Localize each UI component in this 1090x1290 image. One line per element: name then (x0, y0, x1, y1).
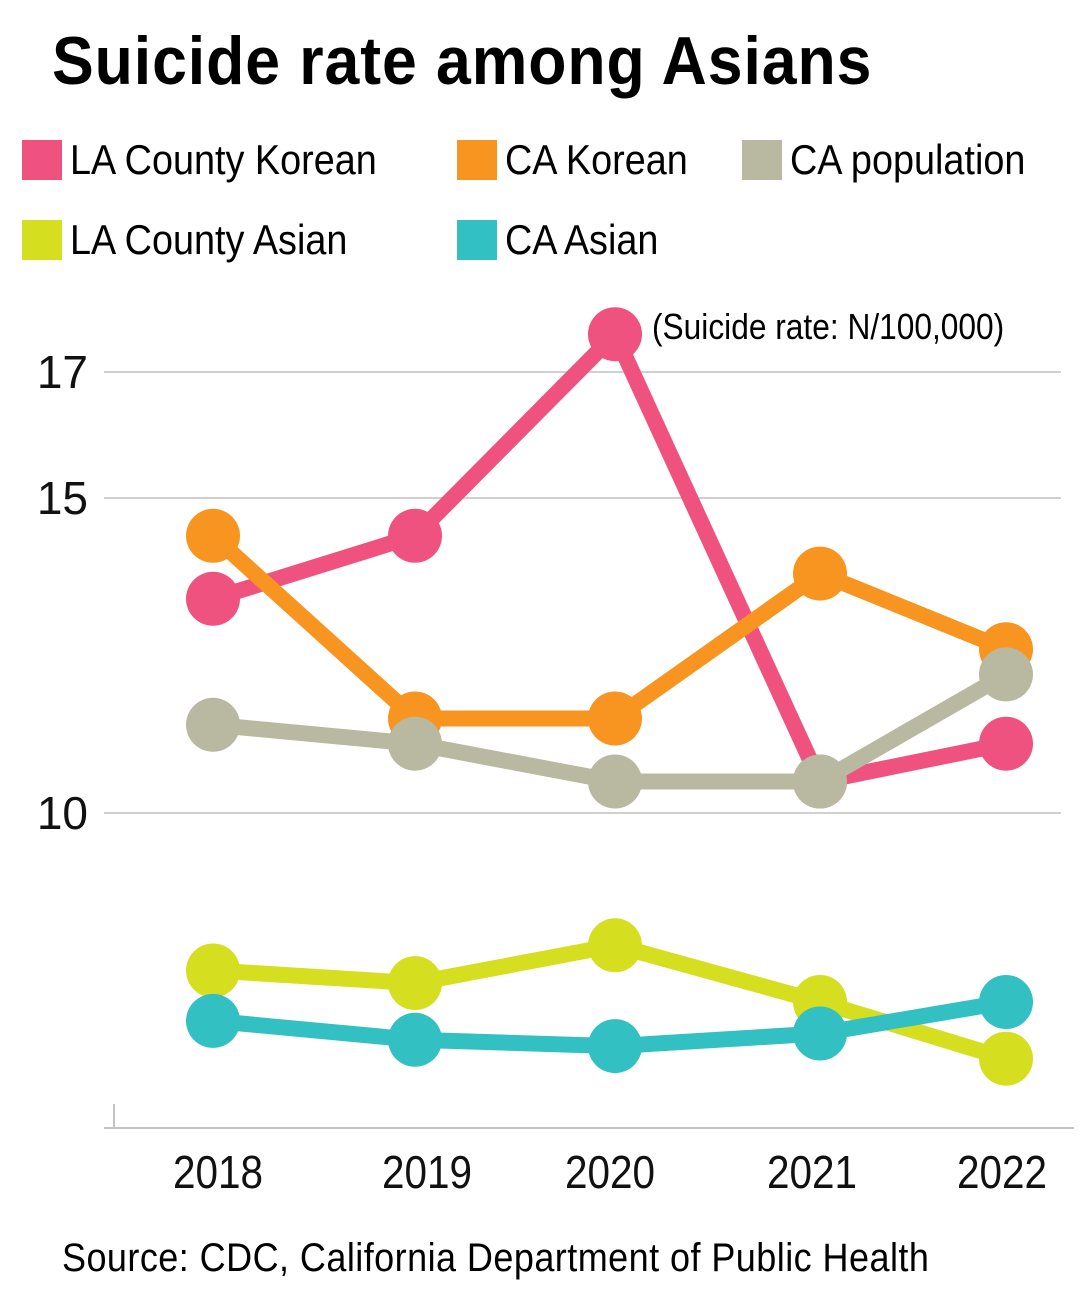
legend-label: CA Asian (505, 216, 659, 263)
data-point (979, 716, 1033, 771)
legend-swatch (22, 140, 62, 180)
data-point (588, 691, 642, 746)
unit-note: (Suicide rate: N/100,000) (652, 306, 1005, 347)
legend-label: LA County Asian (70, 216, 348, 263)
series-ca-korean (186, 508, 1033, 746)
legend-label: CA Korean (505, 136, 688, 183)
x-tick-label: 2019 (382, 1148, 472, 1199)
data-point (979, 647, 1033, 702)
y-tick-label: 10 (37, 787, 88, 839)
y-tick-label: 15 (37, 472, 88, 524)
x-tick-label: 2020 (565, 1148, 655, 1199)
x-tick-label: 2021 (767, 1148, 857, 1199)
legend-label: LA County Korean (70, 136, 377, 183)
data-point (186, 571, 240, 626)
legend-item-ca-korean: CA Korean (457, 136, 708, 184)
source-note: Source: CDC, California Department of Pu… (62, 1236, 930, 1280)
series-ca-asian (186, 975, 1033, 1074)
data-point (388, 508, 442, 563)
data-point (388, 1012, 442, 1067)
legend-item-la-county-korean: LA County Korean (22, 136, 411, 184)
legend-item-ca-population: CA population (742, 136, 1052, 184)
data-point (793, 546, 847, 601)
legend-swatch (742, 140, 782, 180)
data-point (588, 307, 642, 362)
data-point (588, 918, 642, 973)
legend-item-ca-asian: CA Asian (457, 216, 675, 264)
data-point (793, 1006, 847, 1061)
legend-swatch (457, 220, 497, 260)
data-point (979, 1031, 1033, 1086)
legend-swatch (22, 220, 62, 260)
data-point (186, 943, 240, 998)
data-point (388, 956, 442, 1011)
legend-swatch (457, 140, 497, 180)
data-point (979, 975, 1033, 1029)
series-ca-population (186, 647, 1033, 809)
data-point (588, 754, 642, 809)
data-point (186, 697, 240, 752)
data-point (186, 508, 240, 563)
chart-title: Suicide rate among Asians (52, 23, 873, 99)
x-tick-label: 2018 (173, 1148, 263, 1199)
legend-label: CA population (790, 136, 1026, 183)
y-tick-label: 17 (37, 346, 88, 398)
legend-item-la-county-asian: LA County Asian (22, 216, 378, 264)
data-point (588, 1019, 642, 1074)
data-point (793, 754, 847, 809)
data-point (388, 716, 442, 771)
x-tick-label: 2022 (957, 1148, 1047, 1199)
data-point (186, 993, 240, 1048)
